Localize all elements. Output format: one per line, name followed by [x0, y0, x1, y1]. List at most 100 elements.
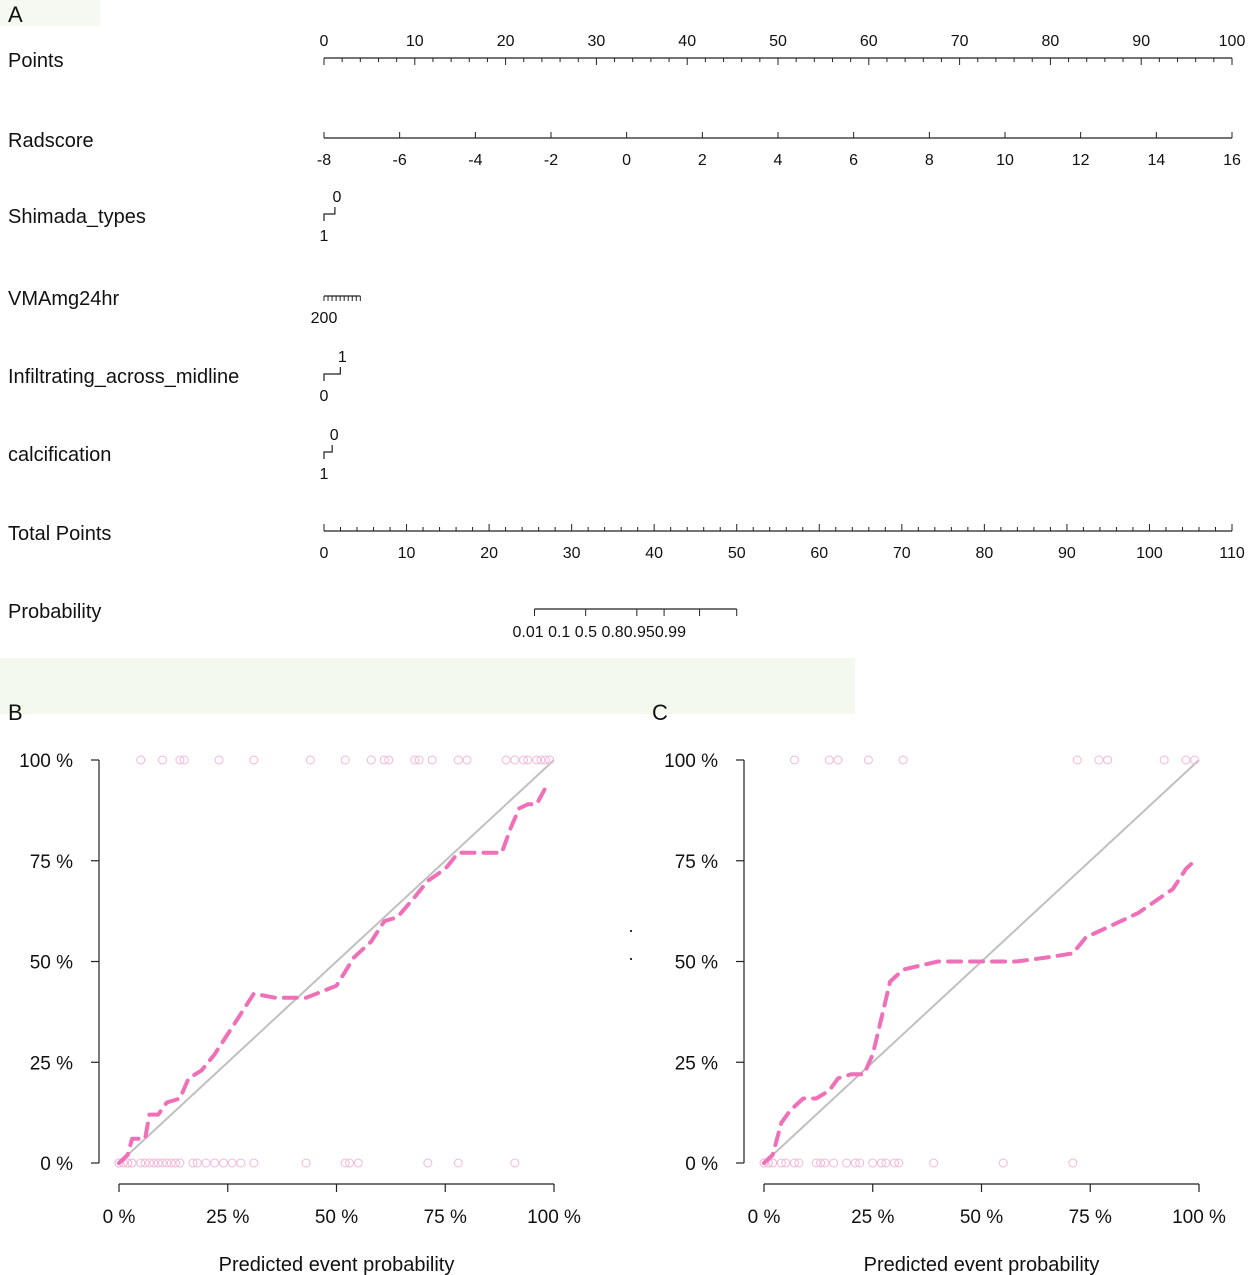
points-tick-label: 30 — [588, 33, 606, 50]
event-point — [833, 755, 843, 765]
panel-label-a: A — [8, 2, 23, 27]
points-tick-label: 60 — [860, 33, 878, 50]
nonevent-point — [868, 1158, 878, 1168]
nomogram-row-label: VMAmg24hr — [8, 288, 119, 310]
event-point — [1190, 755, 1200, 765]
event-point — [175, 755, 185, 765]
y-tick-label: 50 % — [675, 953, 718, 974]
categorical-level-label: 1 — [320, 228, 329, 245]
y-tick-label: 100 % — [664, 751, 718, 772]
event-point — [519, 755, 529, 765]
y-tick-label: 50 % — [30, 953, 73, 974]
categorical-level-label: 0 — [332, 189, 341, 206]
event-point — [532, 755, 542, 765]
radscore-tick-label: 6 — [849, 152, 858, 169]
event-point — [340, 755, 350, 765]
nonevent-point — [842, 1158, 852, 1168]
points-tick-label: 70 — [951, 33, 969, 50]
y-tick-label: 75 % — [30, 852, 73, 873]
event-point — [384, 755, 394, 765]
radscore-tick-label: 4 — [774, 152, 783, 169]
nonevent-point — [166, 1158, 176, 1168]
points-tick-label: 50 — [769, 33, 787, 50]
nomogram-row-label: Radscore — [8, 130, 94, 152]
event-point — [1103, 755, 1113, 765]
total-points-tick-label: 0 — [320, 545, 329, 562]
event-point — [462, 755, 472, 765]
event-point — [1072, 755, 1082, 765]
points-tick-label: 20 — [497, 33, 515, 50]
calibration-plot-b: 0 % 25 % 50 % 75 % 100 % 0 % 25 % 50 % 75 % 100 %… — [19, 751, 581, 1275]
radscore-tick-label: 16 — [1223, 152, 1241, 169]
total-points-tick-label: 40 — [645, 545, 663, 562]
radscore-tick-label: 2 — [698, 152, 707, 169]
event-point — [1094, 755, 1104, 765]
nonevent-point — [218, 1158, 228, 1168]
x-tick-label: 100 % — [1172, 1207, 1226, 1228]
categorical-level-label: 0 — [320, 388, 329, 405]
event-point — [427, 755, 437, 765]
event-point — [1181, 755, 1191, 765]
radscore-tick-label: 10 — [996, 152, 1014, 169]
nonevent-point — [236, 1158, 246, 1168]
stray-dot — [630, 930, 632, 932]
nonevent-point — [876, 1158, 886, 1168]
total-points-tick-label: 60 — [810, 545, 828, 562]
x-tick-label: 0 % — [103, 1207, 136, 1228]
event-point — [410, 755, 420, 765]
nonevent-point — [123, 1158, 133, 1168]
nonevent-point — [188, 1158, 198, 1168]
stray-dot — [630, 958, 632, 960]
event-point — [501, 755, 511, 765]
x-tick-label: 75 % — [1069, 1207, 1112, 1228]
calibration-curve — [762, 858, 1197, 1165]
nomogram-row-label: Points — [8, 50, 64, 72]
nomogram-row-label: Probability — [8, 601, 101, 623]
x-axis-title: Predicted event probability — [864, 1254, 1100, 1275]
nonevent-point — [811, 1158, 821, 1168]
event-point — [510, 755, 520, 765]
nonevent-point — [149, 1158, 159, 1168]
total-points-tick-label: 20 — [480, 545, 498, 562]
categorical-axis — [323, 445, 333, 459]
total-points-tick-label: 110 — [1219, 545, 1245, 562]
nonevent-point — [136, 1158, 146, 1168]
total-points-tick-label: 70 — [893, 545, 911, 562]
radscore-tick-label: 12 — [1072, 152, 1090, 169]
nonevent-point — [929, 1158, 939, 1168]
nonevent-point — [998, 1158, 1008, 1168]
nomogram-row-label: calcification — [8, 444, 111, 466]
nonevent-point — [894, 1158, 904, 1168]
event-point — [136, 755, 146, 765]
event-point — [898, 755, 908, 765]
categorical-level-label: 0 — [330, 427, 339, 444]
nonevent-point — [340, 1158, 350, 1168]
radscore-tick-label: -8 — [317, 152, 331, 169]
radscore-tick-label: -2 — [544, 152, 558, 169]
nonevent-point — [789, 1158, 799, 1168]
calibration-plot-c: 0 % 25 % 50 % 75 % 100 % 0 % 25 % 50 % 75 % 100 %… — [664, 751, 1226, 1275]
categorical-axis — [323, 367, 341, 381]
total-points-tick-label: 90 — [1058, 545, 1076, 562]
nonevent-point — [850, 1158, 860, 1168]
nonevent-point — [794, 1158, 804, 1168]
nonevent-point — [881, 1158, 891, 1168]
probability-tick-labels: 0.01 0.1 0.5 0.80.950.99 — [512, 624, 686, 641]
event-point — [540, 755, 550, 765]
nonevent-point — [816, 1158, 826, 1168]
event-point — [414, 755, 424, 765]
nonevent-point — [890, 1158, 899, 1168]
points-tick-label: 80 — [1042, 33, 1060, 50]
nonevent-point — [140, 1158, 150, 1168]
event-point — [453, 755, 463, 765]
nonevent-point — [829, 1158, 839, 1168]
nonevent-point — [345, 1158, 355, 1168]
y-tick-label: 25 % — [30, 1053, 73, 1074]
event-point — [158, 755, 167, 765]
nonevent-point — [353, 1158, 363, 1168]
nonevent-point — [171, 1158, 181, 1168]
nonevent-point — [768, 1158, 778, 1168]
event-point — [523, 755, 533, 765]
vma-tick-label: 200 — [311, 310, 338, 327]
